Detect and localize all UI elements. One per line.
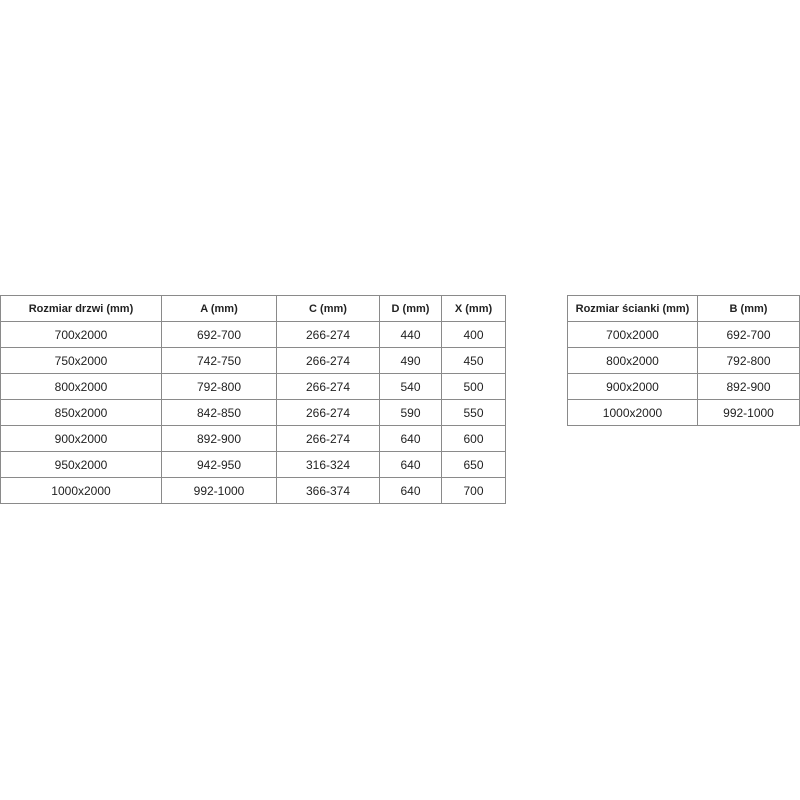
column-header: D (mm): [379, 295, 442, 322]
table-cell: 366-374: [276, 477, 380, 504]
column-header: X (mm): [441, 295, 506, 322]
table-row: 900x2000 892-900 266-274 640 600: [0, 425, 506, 452]
column-header: C (mm): [276, 295, 380, 322]
table-cell: 800x2000: [567, 347, 698, 374]
table-row: 900x2000 892-900: [567, 373, 800, 400]
table-cell: 640: [379, 425, 442, 452]
table-cell: 640: [379, 451, 442, 478]
table-row: 850x2000 842-850 266-274 590 550: [0, 399, 506, 426]
table-cell: 950x2000: [0, 451, 162, 478]
table-cell: 700: [441, 477, 506, 504]
table-cell: 992-1000: [161, 477, 277, 504]
table-cell: 792-800: [161, 373, 277, 400]
door-size-table: Rozmiar drzwi (mm) A (mm) C (mm) D (mm) X (m…: [0, 295, 506, 504]
table-row: 700x2000 692-700: [567, 321, 800, 348]
table-cell: 600: [441, 425, 506, 452]
table-cell: 266-274: [276, 347, 380, 374]
table-row: 1000x2000 992-1000 366-374 640 700: [0, 477, 506, 504]
table-cell: 266-274: [276, 373, 380, 400]
column-header: A (mm): [161, 295, 277, 322]
table-cell: 942-950: [161, 451, 277, 478]
table-cell: 500: [441, 373, 506, 400]
table-cell: 1000x2000: [567, 399, 698, 426]
table-cell: 550: [441, 399, 506, 426]
table-cell: 750x2000: [0, 347, 162, 374]
table-cell: 266-274: [276, 399, 380, 426]
column-header: Rozmiar ścianki (mm): [567, 295, 698, 322]
header-row: Rozmiar drzwi (mm) A (mm) C (mm) D (mm) X (m…: [0, 295, 506, 322]
table-cell: 540: [379, 373, 442, 400]
table-cell: 892-900: [697, 373, 800, 400]
table-cell: 590: [379, 399, 442, 426]
table-row: 1000x2000 992-1000: [567, 399, 800, 426]
table-cell: 742-750: [161, 347, 277, 374]
table-cell: 400: [441, 321, 506, 348]
table-cell: 692-700: [161, 321, 277, 348]
table-row: 750x2000 742-750 266-274 490 450: [0, 347, 506, 374]
table-cell: 850x2000: [0, 399, 162, 426]
table-cell: 266-274: [276, 321, 380, 348]
table-cell: 692-700: [697, 321, 800, 348]
table-cell: 640: [379, 477, 442, 504]
table-cell: 700x2000: [567, 321, 698, 348]
table-row: 800x2000 792-800: [567, 347, 800, 374]
column-header: Rozmiar drzwi (mm): [0, 295, 162, 322]
wall-size-table: Rozmiar ścianki (mm) B (mm) 700x2000 692-7…: [567, 295, 800, 426]
table-cell: 800x2000: [0, 373, 162, 400]
table-cell: 900x2000: [0, 425, 162, 452]
table-cell: 792-800: [697, 347, 800, 374]
table-cell: 490: [379, 347, 442, 374]
table-cell: 266-274: [276, 425, 380, 452]
table-cell: 316-324: [276, 451, 380, 478]
table-cell: 450: [441, 347, 506, 374]
table-row: 800x2000 792-800 266-274 540 500: [0, 373, 506, 400]
table-cell: 842-850: [161, 399, 277, 426]
header-row: Rozmiar ścianki (mm) B (mm): [567, 295, 800, 322]
table-cell: 900x2000: [567, 373, 698, 400]
table-cell: 650: [441, 451, 506, 478]
table-row: 700x2000 692-700 266-274 440 400: [0, 321, 506, 348]
table-cell: 992-1000: [697, 399, 800, 426]
column-header: B (mm): [697, 295, 800, 322]
table-cell: 440: [379, 321, 442, 348]
table-cell: 700x2000: [0, 321, 162, 348]
table-cell: 1000x2000: [0, 477, 162, 504]
table-row: 950x2000 942-950 316-324 640 650: [0, 451, 506, 478]
table-cell: 892-900: [161, 425, 277, 452]
